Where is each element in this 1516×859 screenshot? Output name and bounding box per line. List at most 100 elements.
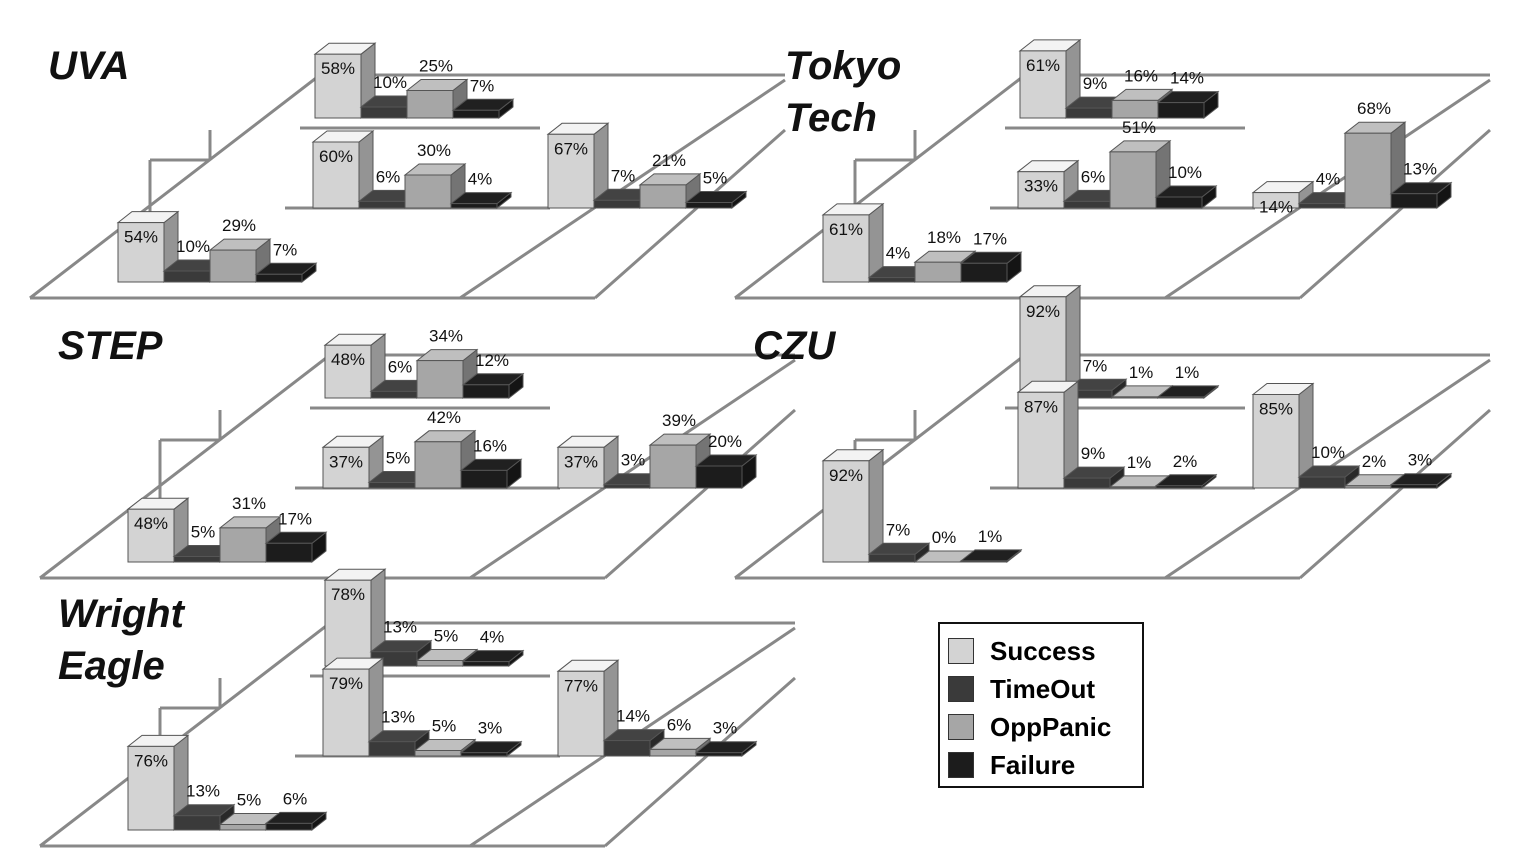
value-label: 87% (1024, 397, 1058, 416)
bar (821, 202, 885, 284)
legend-label: TimeOut (990, 673, 1095, 704)
bar-front (460, 469, 508, 489)
value-label: 7% (273, 240, 298, 259)
bar-front (960, 262, 1008, 283)
value-label: 6% (283, 789, 308, 808)
floor-line (29, 73, 321, 300)
bar-front (370, 390, 418, 399)
panel-title: Wright Eagle (58, 592, 184, 688)
value-label: 14% (1170, 69, 1204, 88)
bar (321, 435, 385, 490)
bar-front (1111, 99, 1159, 119)
bar (1018, 38, 1082, 120)
value-label: 1% (1129, 363, 1154, 382)
bar-front (265, 542, 313, 563)
bar (1389, 181, 1453, 210)
value-label: 39% (662, 411, 696, 430)
bar-front (117, 222, 165, 283)
bar-front (314, 53, 362, 119)
value-label: 1% (1175, 363, 1200, 382)
value-label: 92% (829, 466, 863, 485)
legend-label: OppPanic (990, 711, 1112, 742)
panel-title: STEP (58, 324, 163, 368)
bar (1016, 380, 1080, 490)
value-label: 25% (419, 57, 453, 76)
value-label: 18% (927, 228, 961, 247)
floor-line (604, 408, 796, 580)
bar-front (1344, 485, 1392, 489)
value-label: 1% (978, 527, 1003, 546)
legend-entry: Failure (948, 746, 1142, 784)
value-label: 16% (1124, 66, 1158, 85)
bar-front (265, 822, 313, 831)
value-label: 17% (278, 509, 312, 528)
bar (867, 542, 931, 564)
bar-front (685, 202, 733, 209)
bar-front (1298, 203, 1346, 209)
value-label: 6% (1081, 167, 1106, 186)
value-label: 12% (475, 351, 509, 370)
bar-front (416, 660, 464, 667)
value-label: 7% (886, 520, 911, 539)
legend-label: Failure (990, 749, 1076, 780)
value-label: 7% (1083, 356, 1108, 375)
bar-front (255, 273, 303, 283)
value-label: 20% (708, 432, 742, 451)
bar-front (173, 556, 221, 563)
legend-swatch (948, 752, 974, 778)
floor-line (1164, 78, 1491, 300)
bar-front (416, 360, 464, 399)
value-label: 1% (1127, 453, 1152, 472)
value-label: 30% (417, 141, 451, 160)
value-label: 13% (1403, 160, 1437, 179)
bar-front (822, 214, 870, 283)
bar-front (368, 741, 416, 757)
value-label: 79% (329, 674, 363, 693)
bar (459, 740, 523, 758)
bar-front (1155, 485, 1203, 489)
bar (684, 190, 748, 210)
bar (1108, 139, 1172, 210)
value-label: 3% (621, 451, 646, 470)
floor-line (734, 73, 1026, 300)
bar (1154, 184, 1218, 210)
bar-front (593, 199, 641, 209)
value-label: 77% (564, 676, 598, 695)
value-label: 5% (386, 449, 411, 468)
legend-swatch (948, 676, 974, 702)
bar (694, 453, 758, 490)
value-label: 37% (329, 452, 363, 471)
value-label: 9% (1083, 74, 1108, 93)
bar (1156, 90, 1220, 120)
bar-front (1063, 200, 1111, 209)
legend-entry: OppPanic (948, 708, 1142, 746)
bar (126, 734, 190, 832)
bar-front (547, 133, 595, 209)
bar-front (360, 106, 408, 119)
bar-front (358, 200, 406, 209)
bar-front (960, 560, 1008, 563)
legend: Success TimeOut OppPanic Failure (938, 622, 1144, 788)
floor-line (604, 676, 796, 848)
bar-front (1063, 477, 1111, 489)
bar-front (127, 508, 175, 563)
value-label: 48% (134, 514, 168, 533)
floor-line (594, 128, 786, 300)
value-label: 10% (1168, 163, 1202, 182)
value-label: 13% (383, 618, 417, 637)
bar (821, 448, 885, 564)
value-label: 3% (713, 719, 738, 738)
bar (116, 210, 180, 284)
value-label: 33% (1024, 177, 1058, 196)
value-label: 5% (434, 627, 459, 646)
bar-front (163, 270, 211, 283)
bar-front (639, 184, 687, 209)
bar (1062, 466, 1126, 490)
value-label: 4% (886, 244, 911, 263)
value-label: 48% (331, 350, 365, 369)
bar (648, 737, 712, 758)
value-label: 10% (176, 237, 210, 256)
bar-front (404, 174, 452, 209)
